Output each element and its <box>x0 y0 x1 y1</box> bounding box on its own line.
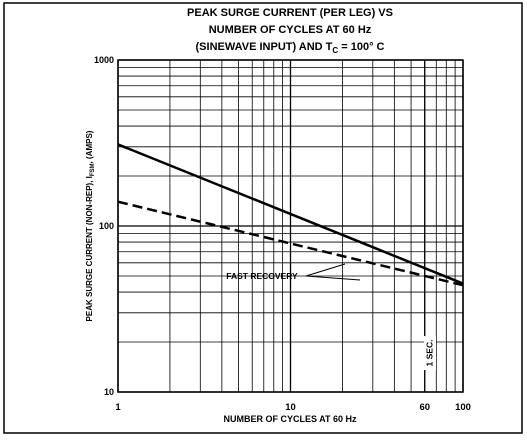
annotation-arrow <box>305 275 361 281</box>
y-tick-label: 1000 <box>94 55 114 65</box>
series-line <box>117 143 464 285</box>
x-axis-label: NUMBER OF CYCLES AT 60 Hz <box>223 414 357 424</box>
y-label-sub: FSM <box>90 163 96 176</box>
title-text: (SINEWAVE INPUT) AND T <box>196 41 333 53</box>
title-sub: C <box>332 46 338 55</box>
annotation: FAST RECOVERY <box>226 271 298 281</box>
title-line: (SINEWAVE INPUT) AND TC = 100° C <box>196 41 385 55</box>
x-tick-label: 1 <box>115 402 121 413</box>
annotation: 1 SEC. <box>424 340 434 367</box>
title-line: NUMBER OF CYCLES AT 60 Hz <box>209 24 372 36</box>
y-axis-label: PEAK SURGE CURRENT (NON-REP), IFSM, (AMP… <box>85 130 96 321</box>
title-rest: = 100° C <box>338 41 384 53</box>
title-line: PEAK SURGE CURRENT (PER LEG) VS <box>187 7 393 19</box>
x-tick-label: 60 <box>419 402 430 413</box>
plot-border <box>117 59 464 393</box>
y-label-text: PEAK SURGE CURRENT (NON-REP), I <box>85 176 94 321</box>
x-tick-label: 100 <box>455 402 471 413</box>
annotation-arrow <box>305 263 346 277</box>
annotation-bg <box>424 336 436 370</box>
x-tick-label: 10 <box>285 402 296 413</box>
y-tick-label: 100 <box>99 221 114 231</box>
frame <box>3 2 523 434</box>
y-tick-label: 10 <box>104 387 114 397</box>
y-label-rest: , (AMPS) <box>85 130 94 163</box>
